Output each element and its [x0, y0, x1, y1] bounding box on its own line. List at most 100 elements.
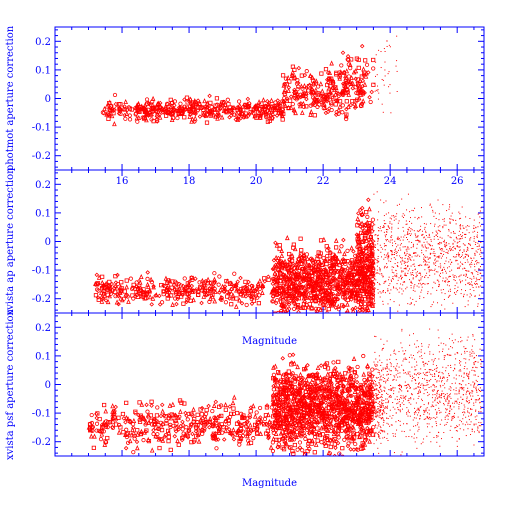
data-point [254, 115, 259, 120]
data-point [292, 246, 298, 252]
data-point [374, 246, 376, 248]
data-point [145, 281, 150, 287]
data-point [334, 72, 339, 77]
data-point [466, 294, 468, 296]
data-point [440, 253, 442, 255]
data-point [400, 249, 402, 251]
data-point [388, 44, 390, 46]
data-point [221, 425, 226, 430]
data-point [286, 287, 292, 292]
data-point [454, 247, 456, 249]
data-point [268, 420, 273, 425]
data-point [425, 238, 427, 240]
data-point [448, 280, 450, 282]
data-point [168, 447, 173, 452]
data-point [233, 303, 239, 309]
data-point [180, 286, 186, 292]
data-point [462, 232, 464, 234]
data-point [382, 314, 383, 315]
data-point [205, 288, 211, 293]
data-point [430, 240, 432, 242]
data-point [387, 258, 389, 260]
data-point [350, 260, 355, 265]
data-point [408, 241, 410, 243]
data-point [355, 215, 361, 222]
data-point [144, 109, 149, 115]
data-point [193, 276, 198, 281]
data-point [119, 297, 125, 303]
data-point [469, 243, 471, 245]
data-point [454, 275, 456, 277]
data-point [419, 229, 421, 231]
data-point [449, 250, 451, 252]
data-point [450, 215, 452, 217]
data-point [293, 301, 299, 307]
data-point [374, 75, 376, 77]
data-point [161, 413, 167, 418]
data-point [237, 102, 243, 108]
data-point [329, 321, 332, 325]
data-point [316, 282, 321, 287]
data-point [291, 269, 296, 275]
data-point [316, 84, 321, 89]
data-point [407, 256, 409, 258]
data-point [302, 267, 308, 273]
data-point [334, 97, 340, 103]
data-point [283, 309, 289, 313]
data-point [391, 250, 393, 252]
data-point [423, 237, 425, 239]
data-point [286, 269, 292, 275]
data-point [429, 243, 431, 245]
data-point [187, 288, 192, 293]
data-point [238, 275, 243, 281]
data-point [459, 213, 461, 215]
data-point [382, 303, 384, 305]
data-point [473, 257, 475, 259]
data-point [414, 255, 416, 257]
data-point [280, 117, 285, 122]
data-point [323, 361, 328, 367]
data-point [438, 285, 440, 287]
data-point [369, 229, 374, 234]
data-point [353, 416, 358, 422]
data-point [282, 86, 288, 92]
data-point [100, 274, 105, 279]
data-point [440, 267, 442, 269]
data-point [289, 73, 295, 78]
data-point [377, 405, 379, 407]
data-point [408, 254, 410, 256]
data-point [359, 426, 364, 432]
data-point [326, 450, 332, 456]
data-point [340, 303, 345, 308]
data-point [322, 295, 327, 301]
data-point [295, 377, 301, 382]
data-point [166, 429, 172, 435]
data-point [304, 272, 310, 278]
data-point [425, 275, 427, 277]
data-point [375, 258, 377, 260]
data-point [480, 207, 482, 209]
data-point [388, 260, 390, 262]
data-point [413, 252, 415, 254]
data-point [469, 239, 471, 241]
data-point [462, 243, 464, 245]
data-point [424, 269, 426, 271]
data-point [477, 303, 479, 305]
data-point [196, 438, 202, 444]
data-point [344, 68, 350, 74]
data-point [258, 107, 263, 112]
data-point [312, 450, 317, 455]
data-point [425, 264, 427, 266]
data-point [389, 46, 391, 48]
data-point [400, 261, 402, 263]
data-point [367, 94, 372, 100]
data-point [108, 420, 113, 425]
data-point [180, 107, 186, 113]
data-point [315, 438, 320, 443]
data-point [456, 282, 458, 284]
data-point [462, 227, 464, 229]
data-point [398, 220, 400, 222]
data-point [432, 287, 434, 289]
data-point [282, 304, 287, 309]
data-point [221, 108, 227, 114]
